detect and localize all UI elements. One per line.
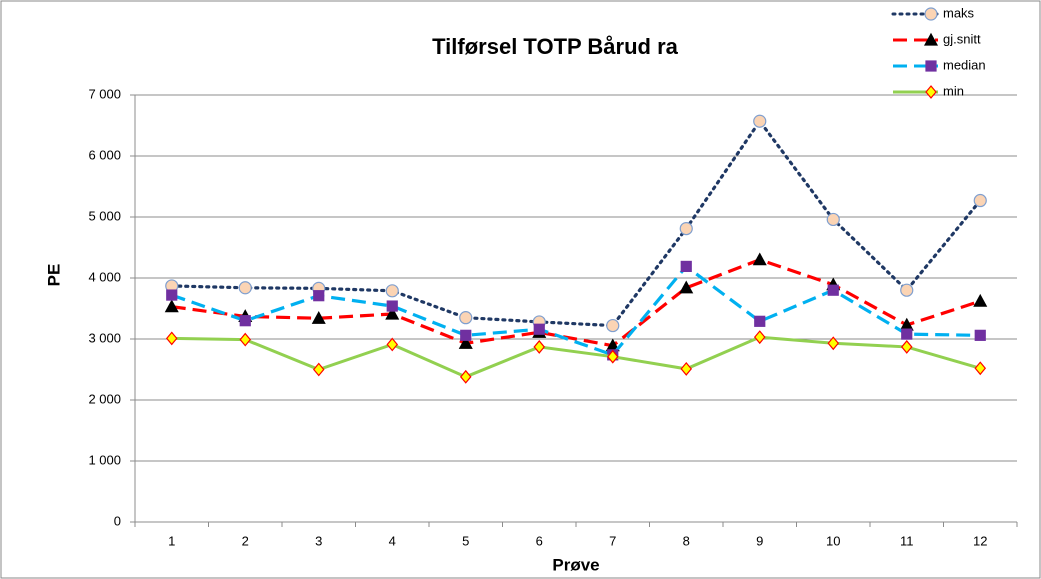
- marker: [311, 311, 326, 324]
- marker: [238, 281, 252, 295]
- marker: [679, 221, 693, 236]
- marker: [164, 299, 179, 313]
- marker: [458, 336, 473, 349]
- marker: [239, 332, 252, 347]
- legend-label: gj.snitt: [943, 31, 981, 46]
- x-axis-label: Prøve: [552, 555, 599, 574]
- marker: [901, 328, 913, 340]
- marker: [606, 349, 619, 364]
- chart-title: Tilførsel TOTP Bårud ra: [432, 34, 679, 59]
- marker: [166, 289, 178, 301]
- marker: [313, 290, 325, 302]
- legend-label: maks: [943, 5, 975, 20]
- series-line: [171, 335, 981, 379]
- marker: [385, 284, 399, 298]
- marker: [753, 330, 766, 345]
- x-tick-label: 6: [536, 533, 543, 548]
- legend-label: median: [943, 57, 986, 72]
- y-tick-label: 7 000: [88, 86, 121, 101]
- x-tick-label: 10: [826, 533, 840, 548]
- marker: [679, 280, 694, 294]
- marker: [680, 260, 692, 273]
- y-tick-label: 4 000: [88, 269, 121, 284]
- x-tick-label: 2: [242, 533, 249, 548]
- marker: [680, 361, 693, 376]
- marker: [900, 339, 913, 354]
- marker: [827, 284, 839, 296]
- y-tick-label: 5 000: [88, 208, 121, 223]
- x-tick-label: 5: [462, 533, 469, 548]
- x-tick-label: 9: [756, 533, 763, 548]
- y-axis-label: PE: [44, 264, 63, 287]
- x-tick-label: 8: [683, 533, 690, 548]
- marker: [974, 329, 986, 341]
- marker: [826, 212, 840, 227]
- series-line: [171, 264, 981, 357]
- marker: [900, 283, 914, 297]
- marker: [753, 114, 767, 128]
- x-tick-label: 11: [900, 533, 914, 548]
- x-tick-label: 1: [168, 533, 175, 548]
- series-line: [171, 257, 981, 348]
- y-tick-label: 1 000: [88, 452, 121, 467]
- x-tick-label: 12: [973, 533, 987, 548]
- legend-marker: [923, 32, 939, 46]
- marker: [606, 318, 620, 333]
- marker: [974, 361, 987, 376]
- legend-marker: [925, 60, 937, 72]
- x-tick-label: 7: [609, 533, 616, 548]
- y-tick-label: 3 000: [88, 330, 121, 345]
- y-tick-label: 0: [114, 513, 121, 528]
- marker: [385, 306, 400, 320]
- marker: [827, 336, 840, 351]
- marker: [386, 337, 399, 352]
- marker: [533, 339, 546, 354]
- marker: [973, 293, 988, 307]
- legend-marker: [924, 7, 938, 21]
- marker: [312, 362, 325, 377]
- legend-marker: [925, 85, 937, 99]
- legend-label: min: [943, 83, 964, 98]
- marker: [973, 193, 987, 208]
- marker: [460, 329, 472, 341]
- y-tick-label: 2 000: [88, 391, 121, 406]
- y-tick-label: 6 000: [88, 147, 121, 162]
- x-tick-label: 3: [315, 533, 322, 548]
- x-tick-label: 4: [389, 533, 396, 548]
- marker: [533, 323, 545, 335]
- marker: [165, 331, 178, 346]
- marker: [459, 311, 473, 325]
- marker: [752, 252, 767, 266]
- marker: [754, 315, 766, 327]
- marker: [459, 369, 472, 384]
- marker: [386, 300, 398, 312]
- series-line: [170, 118, 982, 328]
- marker: [239, 315, 251, 327]
